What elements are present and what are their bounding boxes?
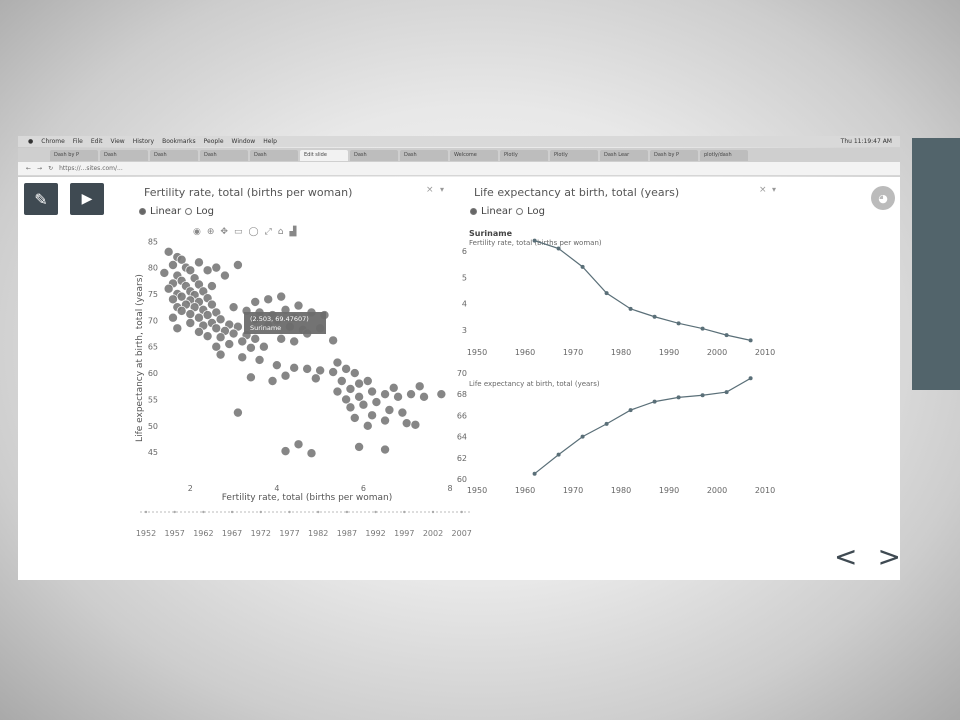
reload-icon[interactable]: ↻ — [48, 165, 54, 172]
browser-tab-bar: Dash by P Dash Dash Dash Dash Edit slide… — [18, 148, 900, 162]
address-bar: ← → ↻ https://...sites.com/... — [18, 162, 900, 176]
camera-icon[interactable]: ◉ — [193, 227, 207, 237]
browser-tab[interactable]: Plotly — [500, 149, 548, 161]
edit-button[interactable]: ✎ — [24, 183, 58, 215]
browser-tab[interactable]: Welcome — [450, 149, 498, 161]
plot-modebar[interactable]: ◉⊕✥▭◯⤢⌂▟ — [193, 227, 302, 237]
menu-bookmarks[interactable]: Bookmarks — [162, 138, 196, 145]
radio-log-label: Log — [196, 206, 214, 217]
menu-people[interactable]: People — [203, 138, 224, 145]
next-slide-icon[interactable]: > — [877, 540, 901, 573]
menu-view[interactable]: View — [110, 138, 125, 145]
menu-history[interactable]: History — [132, 138, 155, 145]
browser-tab[interactable]: Dash Lear — [600, 149, 648, 161]
reset-icon[interactable]: ⌂ — [277, 227, 290, 237]
back-icon[interactable]: ← — [26, 165, 32, 172]
browser-tab[interactable]: Dash by P — [50, 149, 98, 161]
browser-tab[interactable]: Dash — [350, 149, 398, 161]
browser-tab[interactable]: Plotly — [550, 149, 598, 161]
next-slide-preview — [912, 138, 960, 390]
radio-linear[interactable] — [470, 208, 477, 215]
menu-help[interactable]: Help — [263, 138, 277, 145]
slide-nav: < > — [834, 540, 921, 573]
play-icon: ▶ — [81, 191, 93, 207]
apple-icon[interactable]: ● — [28, 138, 34, 145]
owl-icon: ◕ — [878, 191, 888, 205]
mac-menubar: ● Chrome File Edit View History Bookmark… — [18, 136, 900, 147]
browser-tab[interactable]: Dash — [200, 149, 248, 161]
chevron-down-icon[interactable]: ▾ — [772, 185, 777, 194]
forward-icon[interactable]: → — [37, 165, 43, 172]
chevron-down-icon[interactable]: ▾ — [440, 185, 445, 194]
user-avatar[interactable]: ◕ — [871, 186, 895, 210]
plotly-logo-icon[interactable]: ▟ — [289, 227, 303, 237]
url-field[interactable]: https://...sites.com/... — [59, 165, 123, 172]
browser-tab[interactable]: Dash — [400, 149, 448, 161]
right-scale-toggle: Linear Log — [470, 206, 545, 217]
autoscale-icon[interactable]: ⤢ — [264, 227, 278, 237]
browser-tab[interactable]: plotly/dash — [700, 149, 748, 161]
slide-page — [18, 177, 900, 580]
left-scale-toggle: Linear Log — [139, 206, 214, 217]
radio-log[interactable] — [516, 208, 524, 215]
radio-linear-label: Linear — [481, 206, 513, 217]
zoom-icon[interactable]: ⊕ — [206, 227, 221, 237]
browser-tab[interactable]: Dash — [250, 149, 298, 161]
menubar-clock: Thu 11:19:47 AM — [840, 138, 892, 145]
menu-app[interactable]: Chrome — [41, 138, 65, 145]
lasso-icon[interactable]: ◯ — [248, 227, 265, 237]
browser-tab-active[interactable]: Edit slide — [300, 149, 348, 161]
select-icon[interactable]: ▭ — [233, 227, 249, 237]
radio-linear-label: Linear — [150, 206, 182, 217]
radio-linear[interactable] — [139, 208, 146, 215]
menu-file[interactable]: File — [72, 138, 83, 145]
radio-log-label: Log — [527, 206, 545, 217]
right-dropdown-value[interactable]: Life expectancy at birth, total (years) — [474, 186, 680, 199]
clear-icon[interactable]: × — [759, 185, 767, 195]
browser-tab[interactable]: Dash — [150, 149, 198, 161]
play-button[interactable]: ▶ — [70, 183, 104, 215]
menu-window[interactable]: Window — [231, 138, 256, 145]
clear-icon[interactable]: × — [426, 185, 434, 195]
prev-slide-icon[interactable]: < — [834, 540, 858, 573]
left-dropdown-value[interactable]: Fertility rate, total (births per woman) — [144, 186, 353, 199]
browser-tab[interactable]: Dash — [100, 149, 148, 161]
radio-log[interactable] — [185, 208, 193, 215]
menu-edit[interactable]: Edit — [90, 138, 103, 145]
pencil-icon: ✎ — [34, 189, 48, 209]
browser-tab[interactable]: Dash by P — [650, 149, 698, 161]
pan-icon[interactable]: ✥ — [220, 227, 234, 237]
